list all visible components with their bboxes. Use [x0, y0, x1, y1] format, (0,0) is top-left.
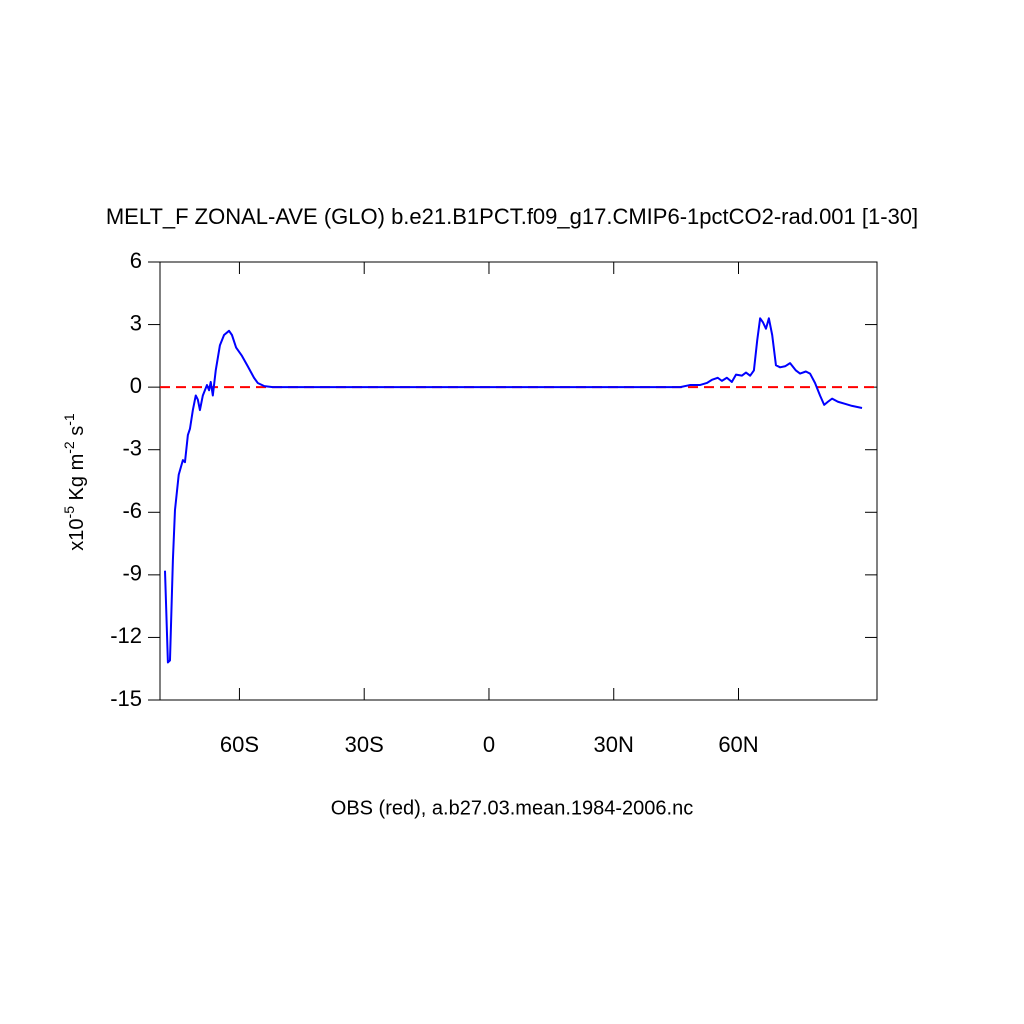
- plot-frame: [159, 261, 878, 701]
- x-tick-label: 0: [483, 732, 495, 757]
- data-line: [163, 317, 863, 664]
- y-tick-label: -9: [122, 561, 142, 586]
- y-axis-label-part: Kg m: [66, 454, 88, 506]
- y-tick-label: -3: [122, 436, 142, 461]
- y-tick-label: 6: [130, 248, 142, 273]
- y-axis-label: x10-5 Kg m-2 s-1: [61, 413, 89, 551]
- y-axis-label-part: -1: [61, 413, 77, 426]
- x-tick-label: 60S: [220, 732, 259, 757]
- y-tick-label: 0: [130, 373, 142, 398]
- y-tick-label: 3: [130, 310, 142, 335]
- y-axis-label-part: s: [66, 426, 88, 442]
- chart-title: MELT_F ZONAL-AVE (GLO) b.e21.B1PCT.f09_g…: [106, 204, 918, 229]
- x-tick-label: 30S: [345, 732, 384, 757]
- y-axis-label-part: -2: [61, 441, 77, 454]
- y-axis-label-part: -5: [61, 506, 77, 519]
- y-tick-label: -15: [110, 686, 142, 711]
- x-tick-label: 30N: [594, 732, 634, 757]
- y-tick-label: -6: [122, 498, 142, 523]
- y-axis-label-part: x10: [66, 518, 88, 550]
- x-axis-label: OBS (red), a.b27.03.mean.1984-2006.nc: [331, 797, 693, 819]
- x-tick-label: 60N: [718, 732, 758, 757]
- y-tick-label: -12: [110, 623, 142, 648]
